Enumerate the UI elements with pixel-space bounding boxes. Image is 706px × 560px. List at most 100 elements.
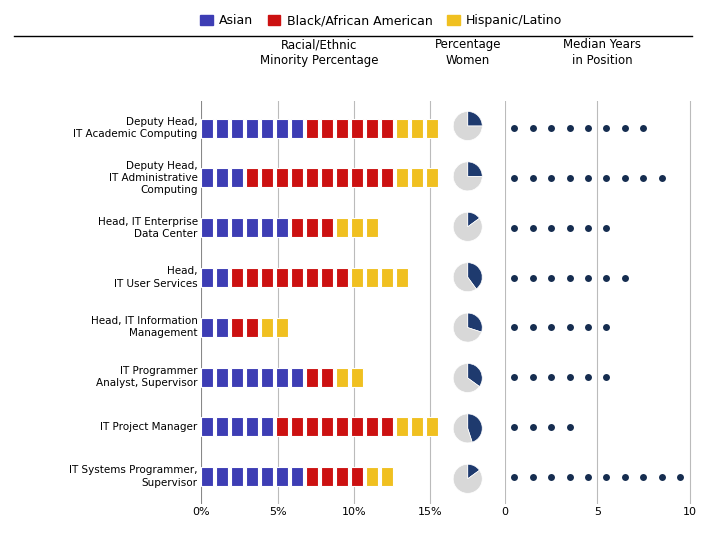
FancyBboxPatch shape (231, 169, 244, 188)
FancyBboxPatch shape (246, 367, 258, 386)
FancyBboxPatch shape (306, 417, 318, 436)
FancyBboxPatch shape (336, 169, 348, 188)
FancyBboxPatch shape (411, 417, 423, 436)
Text: Head, IT Information
Management: Head, IT Information Management (91, 316, 198, 338)
FancyBboxPatch shape (336, 467, 348, 486)
FancyBboxPatch shape (306, 218, 318, 237)
Wedge shape (467, 363, 482, 386)
FancyBboxPatch shape (246, 119, 258, 138)
FancyBboxPatch shape (395, 268, 408, 287)
FancyBboxPatch shape (201, 467, 213, 486)
Wedge shape (467, 162, 482, 176)
FancyBboxPatch shape (291, 218, 303, 237)
FancyBboxPatch shape (336, 367, 348, 386)
FancyBboxPatch shape (411, 169, 423, 188)
FancyBboxPatch shape (261, 367, 273, 386)
FancyBboxPatch shape (231, 467, 244, 486)
Text: Median Years
in Position: Median Years in Position (563, 38, 641, 67)
FancyBboxPatch shape (321, 218, 333, 237)
Wedge shape (453, 363, 479, 393)
FancyBboxPatch shape (395, 119, 408, 138)
Wedge shape (467, 464, 479, 479)
Wedge shape (453, 111, 482, 141)
FancyBboxPatch shape (351, 367, 363, 386)
FancyBboxPatch shape (336, 119, 348, 138)
FancyBboxPatch shape (201, 417, 213, 436)
FancyBboxPatch shape (351, 218, 363, 237)
FancyBboxPatch shape (201, 218, 213, 237)
FancyBboxPatch shape (276, 119, 288, 138)
FancyBboxPatch shape (231, 367, 244, 386)
Wedge shape (467, 313, 482, 332)
FancyBboxPatch shape (366, 268, 378, 287)
Wedge shape (467, 263, 482, 289)
FancyBboxPatch shape (246, 318, 258, 337)
FancyBboxPatch shape (381, 169, 393, 188)
FancyBboxPatch shape (276, 417, 288, 436)
FancyBboxPatch shape (381, 268, 393, 287)
FancyBboxPatch shape (216, 218, 228, 237)
FancyBboxPatch shape (306, 367, 318, 386)
FancyBboxPatch shape (336, 417, 348, 436)
FancyBboxPatch shape (276, 169, 288, 188)
FancyBboxPatch shape (366, 467, 378, 486)
FancyBboxPatch shape (426, 169, 438, 188)
FancyBboxPatch shape (291, 467, 303, 486)
FancyBboxPatch shape (276, 467, 288, 486)
FancyBboxPatch shape (261, 268, 273, 287)
FancyBboxPatch shape (276, 268, 288, 287)
FancyBboxPatch shape (291, 119, 303, 138)
FancyBboxPatch shape (321, 467, 333, 486)
FancyBboxPatch shape (411, 119, 423, 138)
Text: Percentage
Women: Percentage Women (434, 38, 501, 67)
FancyBboxPatch shape (366, 169, 378, 188)
Legend: Asian, Black/African American, Hispanic/Latino: Asian, Black/African American, Hispanic/… (195, 9, 568, 32)
FancyBboxPatch shape (246, 417, 258, 436)
FancyBboxPatch shape (291, 169, 303, 188)
Wedge shape (453, 212, 482, 241)
Text: Racial/Ethnic
Minority Percentage: Racial/Ethnic Minority Percentage (261, 38, 378, 67)
FancyBboxPatch shape (246, 268, 258, 287)
FancyBboxPatch shape (201, 119, 213, 138)
FancyBboxPatch shape (231, 119, 244, 138)
FancyBboxPatch shape (216, 169, 228, 188)
FancyBboxPatch shape (261, 169, 273, 188)
FancyBboxPatch shape (351, 119, 363, 138)
FancyBboxPatch shape (201, 318, 213, 337)
FancyBboxPatch shape (216, 417, 228, 436)
FancyBboxPatch shape (455, 119, 467, 138)
Text: IT Systems Programmer,
Supervisor: IT Systems Programmer, Supervisor (69, 465, 198, 488)
Wedge shape (467, 111, 482, 126)
FancyBboxPatch shape (426, 119, 438, 138)
FancyBboxPatch shape (291, 417, 303, 436)
Text: Deputy Head,
IT Academic Computing: Deputy Head, IT Academic Computing (73, 117, 198, 139)
FancyBboxPatch shape (351, 467, 363, 486)
FancyBboxPatch shape (201, 268, 213, 287)
FancyBboxPatch shape (321, 268, 333, 287)
FancyBboxPatch shape (306, 119, 318, 138)
FancyBboxPatch shape (216, 467, 228, 486)
FancyBboxPatch shape (276, 367, 288, 386)
Text: IT Programmer
Analyst, Supervisor: IT Programmer Analyst, Supervisor (96, 366, 198, 388)
FancyBboxPatch shape (366, 417, 378, 436)
FancyBboxPatch shape (336, 268, 348, 287)
Wedge shape (453, 313, 481, 342)
FancyBboxPatch shape (381, 119, 393, 138)
FancyBboxPatch shape (201, 169, 213, 188)
FancyBboxPatch shape (246, 218, 258, 237)
FancyBboxPatch shape (351, 169, 363, 188)
FancyBboxPatch shape (276, 218, 288, 237)
FancyBboxPatch shape (441, 119, 453, 138)
FancyBboxPatch shape (306, 268, 318, 287)
FancyBboxPatch shape (231, 218, 244, 237)
FancyBboxPatch shape (291, 367, 303, 386)
FancyBboxPatch shape (276, 318, 288, 337)
FancyBboxPatch shape (201, 367, 213, 386)
FancyBboxPatch shape (216, 119, 228, 138)
FancyBboxPatch shape (306, 169, 318, 188)
FancyBboxPatch shape (351, 268, 363, 287)
FancyBboxPatch shape (321, 417, 333, 436)
FancyBboxPatch shape (381, 467, 393, 486)
FancyBboxPatch shape (291, 268, 303, 287)
Text: Head, IT Enterprise
Data Center: Head, IT Enterprise Data Center (97, 217, 198, 239)
